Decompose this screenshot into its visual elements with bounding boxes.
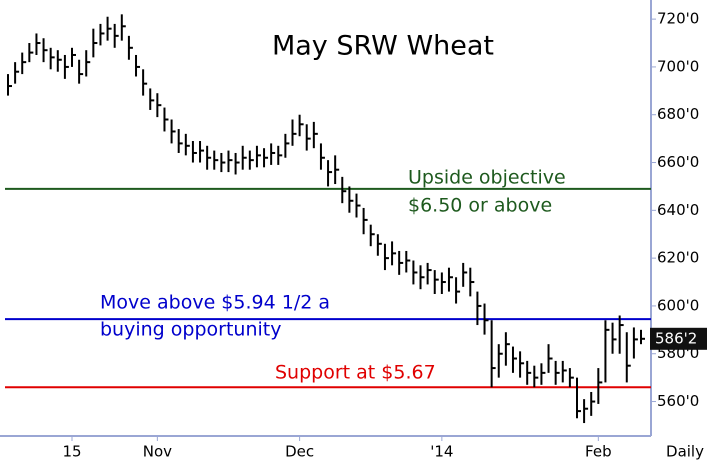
y-tick-label: 640'0 — [657, 201, 699, 219]
y-tick-label: 660'0 — [657, 153, 699, 171]
y-tick-label: 720'0 — [657, 10, 699, 28]
chart-title: May SRW Wheat — [272, 31, 494, 62]
y-tick-label: 600'0 — [657, 296, 699, 314]
annotation: $6.50 or above — [408, 194, 552, 216]
annotation: Support at $5.67 — [275, 362, 436, 384]
x-tick-label: Nov — [143, 443, 172, 461]
annotation: Move above $5.94 1/2 a — [100, 292, 330, 314]
x-tick-label: '14 — [430, 443, 453, 461]
x-tick-label: Feb — [585, 443, 612, 461]
last-price-label: 586'2 — [655, 329, 697, 347]
y-tick-label: 560'0 — [657, 392, 699, 410]
y-tick-label: 680'0 — [657, 105, 699, 123]
x-axis-label: Daily — [666, 443, 704, 461]
y-tick-label: 620'0 — [657, 249, 699, 267]
last-price-box — [650, 327, 707, 350]
annotation: Upside objective — [408, 166, 566, 188]
annotation: buying opportunity — [100, 319, 281, 341]
x-tick-label: Dec — [285, 443, 314, 461]
y-tick-label: 700'0 — [657, 57, 699, 75]
x-tick-label: 15 — [62, 443, 81, 461]
